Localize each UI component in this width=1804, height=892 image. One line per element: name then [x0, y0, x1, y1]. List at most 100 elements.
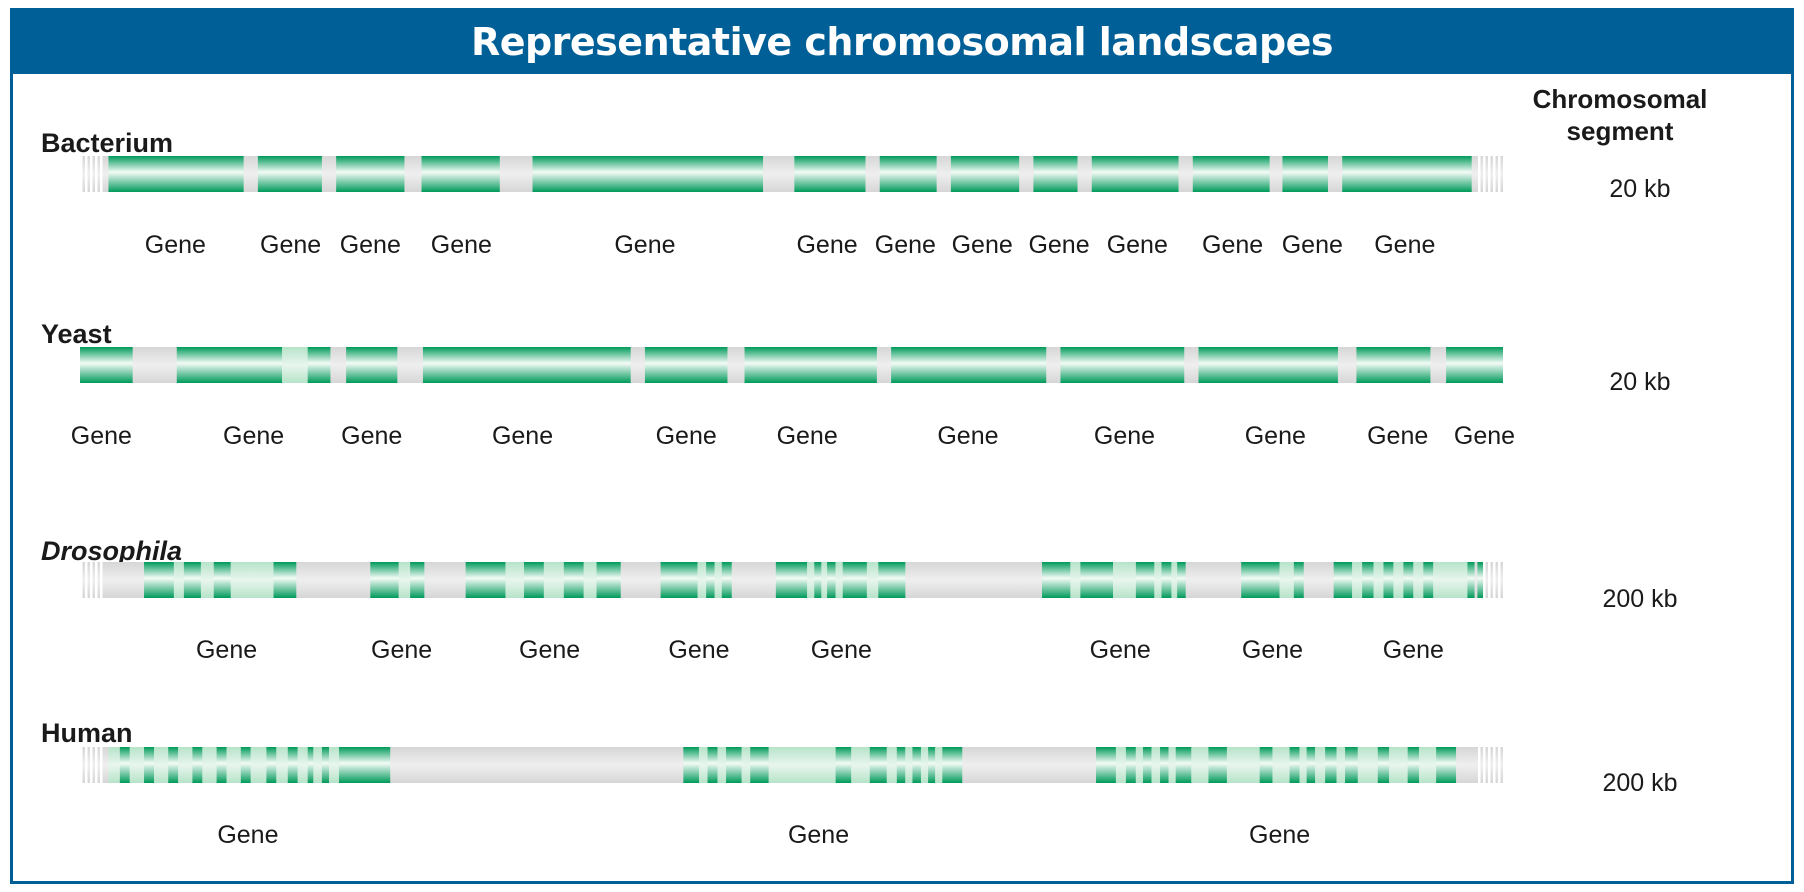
bar-end-stripe: [95, 156, 98, 192]
gene-exon: [827, 562, 836, 598]
gene-exon: [1377, 747, 1390, 783]
gene-exon: [346, 347, 398, 383]
gene-exon: [1192, 156, 1270, 192]
gene-exon: [1306, 747, 1316, 783]
gene-label: Gene: [341, 422, 402, 450]
gene-exon: [744, 347, 877, 383]
gene-intron: [329, 747, 339, 783]
bar-end-stripe: [90, 156, 93, 192]
gene-intron: [543, 562, 564, 598]
gene-exon: [1177, 562, 1186, 598]
gene-label: Gene: [1249, 821, 1310, 849]
gene-label: Gene: [260, 231, 321, 259]
gene-intron: [1299, 747, 1307, 783]
segment-size: 200 kb: [1602, 585, 1677, 613]
bar-end-stripe: [100, 747, 103, 783]
gene-exon: [144, 562, 174, 598]
bar-end-stripe: [1498, 562, 1501, 598]
gene-exon: [563, 562, 584, 598]
gene-label: Gene: [1245, 422, 1306, 450]
gene-label: Gene: [217, 821, 278, 849]
gene-label: Gene: [1374, 231, 1435, 259]
gene-label: Gene: [1202, 231, 1263, 259]
bar-end-stripe: [85, 562, 88, 598]
gene-exon: [192, 747, 203, 783]
gene-intron: [398, 562, 411, 598]
gene-intron: [1419, 747, 1437, 783]
gene-exon: [1060, 347, 1185, 383]
gene-exon: [257, 156, 322, 192]
gene-exon: [1407, 747, 1420, 783]
gene-exon: [1345, 747, 1358, 783]
bar-end-stripe: [1488, 562, 1491, 598]
gene-exon: [942, 747, 963, 783]
gene-exon: [878, 562, 906, 598]
gene-exon: [707, 747, 718, 783]
gene-intron: [1315, 747, 1326, 783]
gene-exon: [1325, 747, 1337, 783]
gene-intron: [1357, 747, 1378, 783]
gene-label: Gene: [519, 636, 580, 664]
gene-exon: [108, 156, 244, 192]
bar-end-stripe: [1483, 747, 1486, 783]
gene-intron: [1154, 562, 1162, 598]
gene-intron: [505, 562, 524, 598]
gene-intron: [173, 562, 184, 598]
gene-exon: [1403, 562, 1414, 598]
gene-label: Gene: [1028, 231, 1089, 259]
gene-label: Gene: [1090, 636, 1151, 664]
gene-label: Gene: [340, 231, 401, 259]
gene-intron: [697, 562, 707, 598]
gene-exon: [950, 156, 1020, 192]
gene-exon: [1342, 156, 1472, 192]
gene-exon: [370, 562, 399, 598]
gene-label: Gene: [223, 422, 284, 450]
gene-intron: [108, 747, 120, 783]
gene-exon: [1041, 562, 1071, 598]
bar-end-stripe: [1483, 156, 1486, 192]
gene-label: Gene: [668, 636, 729, 664]
bar-end-stripe: [100, 562, 103, 598]
gene-exon: [928, 747, 936, 783]
gene-intron: [1279, 562, 1294, 598]
gene-intron: [1135, 747, 1143, 783]
gene-exon: [1289, 747, 1300, 783]
gene-exon: [1423, 562, 1434, 598]
gene-intron: [699, 747, 708, 783]
bar-end-stripe: [1493, 562, 1496, 598]
gene-intron: [1373, 562, 1384, 598]
gene-intron: [1433, 562, 1468, 598]
gene-label: Gene: [145, 231, 206, 259]
gene-exon: [721, 562, 732, 598]
gene-exon: [266, 747, 277, 783]
gene-intron: [714, 562, 722, 598]
gene-exon: [1096, 747, 1116, 783]
bar-end-stripe: [1478, 747, 1481, 783]
gene-exon: [1241, 562, 1280, 598]
gene-intron: [226, 747, 241, 783]
gene-exon: [1198, 347, 1338, 383]
gene-exon: [1259, 747, 1273, 783]
gene-exon: [1293, 562, 1304, 598]
gene-intron: [1115, 747, 1126, 783]
gene-intron: [835, 562, 843, 598]
gene-exon: [168, 747, 179, 783]
segment-column-header: Chromosomal segment: [1532, 84, 1708, 146]
segment-size: 20 kb: [1609, 368, 1670, 396]
gene-exon: [213, 562, 231, 598]
gene-exon: [912, 747, 921, 783]
organism-label: Bacterium: [41, 128, 173, 158]
bar-end-stripe: [90, 747, 93, 783]
chromosome-row-bacterium: Bacterium Gene Gene Gene Gene Gene Gene Gene Gen…: [41, 128, 1671, 259]
gene-label: Gene: [937, 422, 998, 450]
gene-label: Gene: [952, 231, 1013, 259]
bar-end-stripe: [1483, 562, 1486, 598]
gene-exon: [1362, 562, 1374, 598]
gene-exon: [683, 747, 700, 783]
gene-intron: [935, 747, 943, 783]
gene-exon: [183, 562, 201, 598]
bar-end-stripe: [1493, 156, 1496, 192]
gene-exon: [240, 747, 251, 783]
bar-end-stripe: [1488, 156, 1491, 192]
